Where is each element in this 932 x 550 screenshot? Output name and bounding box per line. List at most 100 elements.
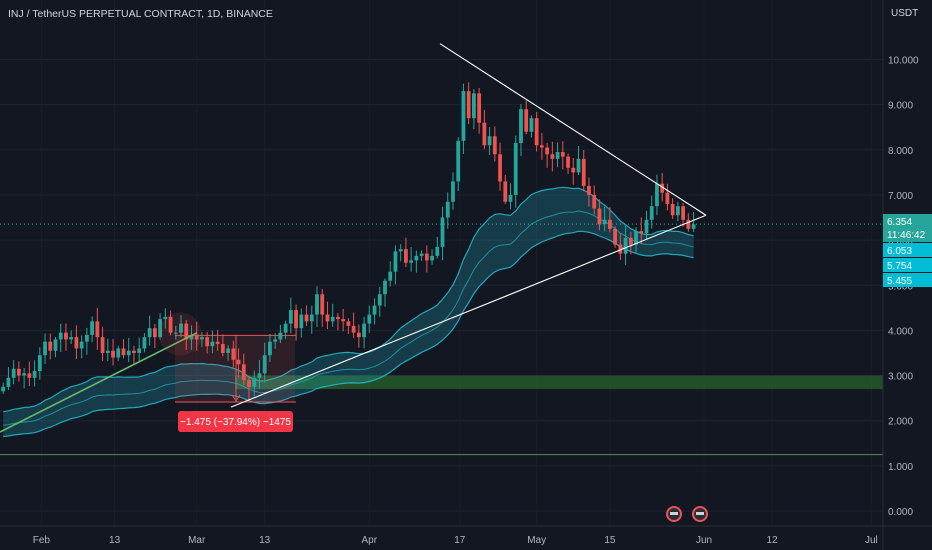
candle-body <box>320 294 325 315</box>
candle-body <box>6 377 11 387</box>
candle-body <box>451 181 455 202</box>
candle-body <box>299 314 304 329</box>
candle-body <box>492 136 497 155</box>
candle-body <box>205 337 210 347</box>
price-tick-label: 8.000 <box>888 146 913 157</box>
ma-badge-2-bg <box>883 258 932 272</box>
candle-body <box>58 332 63 340</box>
candle-body <box>424 253 429 261</box>
measure-label: −1.475 (−37.94%) −1475 <box>180 417 291 428</box>
candle-body <box>168 316 173 333</box>
candle-body <box>628 237 633 245</box>
candles <box>1 82 696 401</box>
candle-body <box>288 310 293 324</box>
drawings[interactable] <box>0 43 708 522</box>
time-tick-label: Feb <box>33 535 51 546</box>
candle-body <box>587 185 591 195</box>
uptrend-line[interactable] <box>0 331 198 433</box>
candle-body <box>393 251 398 272</box>
candle-body <box>362 323 366 338</box>
candle-body <box>351 325 356 333</box>
candle-body <box>142 337 147 349</box>
candle-body <box>116 348 121 358</box>
ma-line-slow <box>3 230 694 438</box>
measure-tool[interactable]: −1.475 (−37.94%) −1475 <box>175 334 296 432</box>
candle-body <box>404 249 408 263</box>
candle-body <box>189 334 194 340</box>
candle-body <box>576 158 581 173</box>
price-tick-label: 3.000 <box>888 372 913 383</box>
candle-body <box>388 271 393 281</box>
ma-badge-3: 5.455 <box>887 276 912 287</box>
candle-body <box>330 316 335 322</box>
candle-body <box>461 91 466 141</box>
candle-body <box>430 255 434 261</box>
candle-body <box>95 321 100 338</box>
candle-body <box>618 244 623 254</box>
candle-body <box>132 350 136 353</box>
candle-body <box>152 328 157 338</box>
candle-body <box>456 140 461 182</box>
candle-body <box>22 373 27 376</box>
ma-ribbon <box>3 186 694 438</box>
candle-body <box>121 348 126 356</box>
candle-body <box>670 203 675 216</box>
candle-body <box>681 206 685 220</box>
candle-body <box>336 316 340 320</box>
candle-body <box>111 350 115 358</box>
triangle-lower-line[interactable] <box>230 214 707 408</box>
event-marker-icon-bar <box>696 512 704 515</box>
candle-body <box>555 152 560 159</box>
candle-body <box>649 206 654 220</box>
candle-body <box>137 348 142 353</box>
candle-body <box>27 373 32 378</box>
price-tick-label: 2.000 <box>888 417 913 428</box>
candle-body <box>262 355 267 374</box>
candle-body <box>341 319 346 322</box>
time-tick-label: 15 <box>604 535 616 546</box>
price-tick-label: 1.000 <box>888 462 913 473</box>
candle-body <box>398 249 403 252</box>
candle-body <box>173 332 178 334</box>
candle-body <box>215 341 220 344</box>
support-zone-layer <box>0 223 883 456</box>
candle-body <box>241 364 246 381</box>
symbol-title[interactable]: INJ / TetherUS PERPETUAL CONTRACT, 1D, B… <box>8 8 273 20</box>
candle-body <box>231 348 236 360</box>
candle-body <box>472 93 476 119</box>
candle-body <box>655 183 659 207</box>
measure-label-bg <box>178 411 293 432</box>
price-tick-label: 10.000 <box>888 56 919 67</box>
candle-body <box>665 192 670 204</box>
candle-body <box>607 219 612 229</box>
candle-body <box>179 323 183 333</box>
triangle-upper-line[interactable] <box>439 43 707 216</box>
ma-line-mid <box>3 210 694 426</box>
candle-body <box>200 337 204 340</box>
candle-body <box>163 316 168 320</box>
candle-body <box>53 339 58 351</box>
candle-body <box>414 255 419 261</box>
candle-body <box>592 194 597 209</box>
candle-body <box>435 246 440 256</box>
candle-body <box>550 154 555 159</box>
candle-body <box>1 386 6 392</box>
highlight-circle[interactable] <box>158 312 202 356</box>
candle-body <box>445 201 450 218</box>
candle-body <box>560 152 565 157</box>
candle-body <box>147 328 152 338</box>
countdown-badge: 11:46:42 <box>887 230 926 241</box>
candle-body <box>315 294 319 315</box>
candle-body <box>325 314 330 322</box>
candle-body <box>210 341 215 347</box>
candle-body <box>529 118 534 132</box>
candle-body <box>513 143 518 195</box>
candle-body <box>90 321 95 335</box>
candle-body <box>32 371 37 378</box>
ma-badge-1-bg <box>883 243 932 257</box>
candle-body <box>377 294 382 306</box>
candle-body <box>644 219 649 234</box>
currency-label[interactable]: USDT <box>891 8 919 19</box>
